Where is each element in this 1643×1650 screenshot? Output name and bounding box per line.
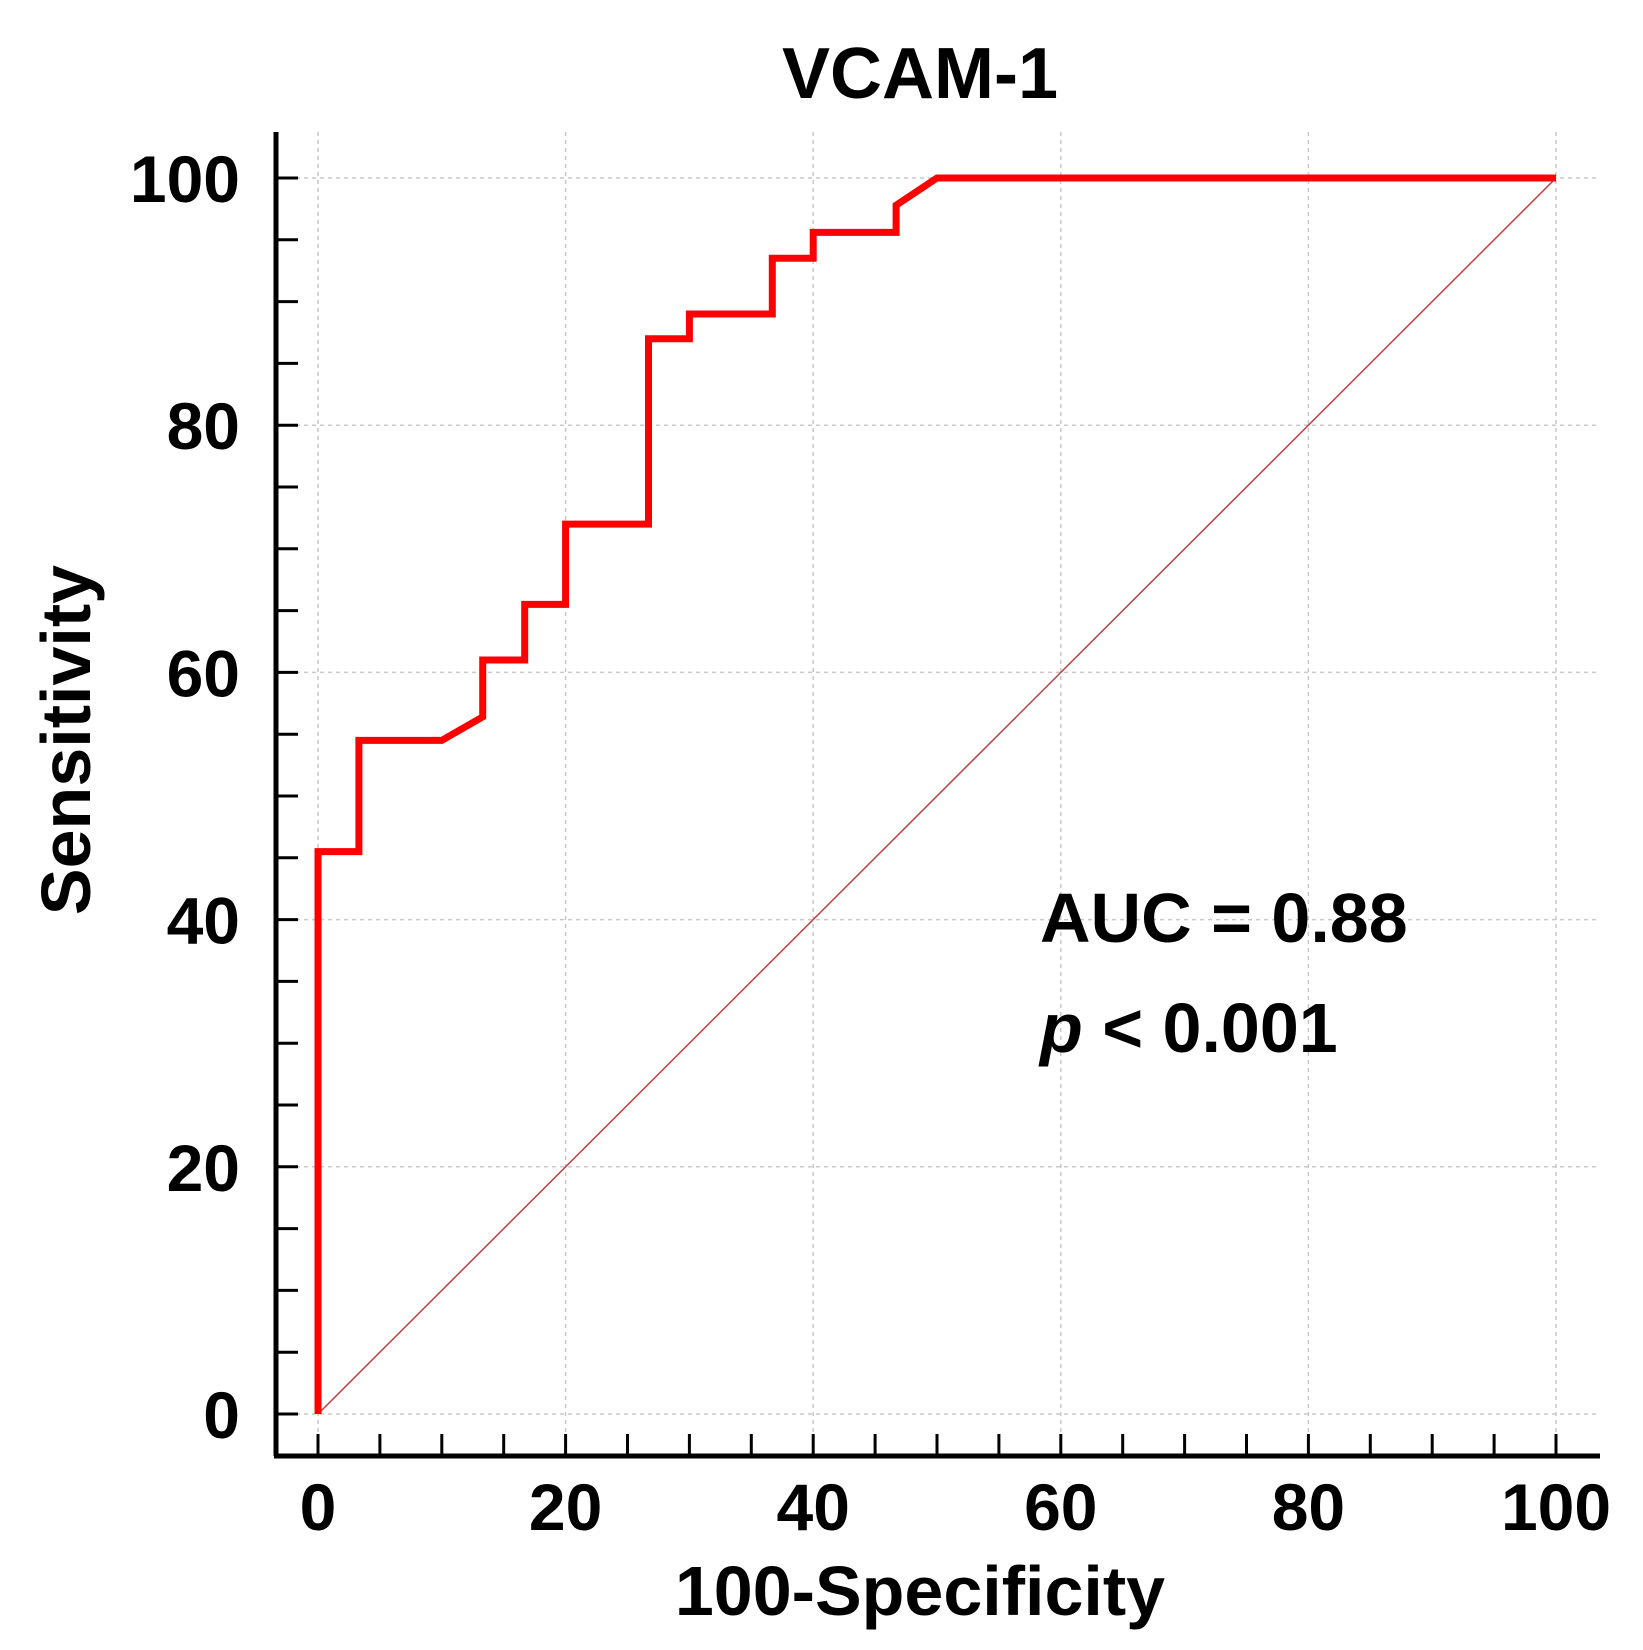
p-symbol: p <box>1038 989 1083 1067</box>
y-axis-title: Sensitivity <box>27 565 105 915</box>
y-tick-label: 100 <box>130 142 240 216</box>
series <box>314 174 1557 1415</box>
roc-curve-line <box>314 174 1556 1414</box>
axes <box>273 132 1600 1459</box>
x-tick-label: 100 <box>1501 1470 1611 1544</box>
x-tick-label: 80 <box>1272 1470 1345 1544</box>
x-tick-label: 0 <box>300 1470 337 1544</box>
x-tick-label: 20 <box>529 1470 602 1544</box>
x-axis-title: 100-Specificity <box>675 1552 1165 1630</box>
y-tick-label: 20 <box>167 1131 240 1205</box>
y-tick-label: 80 <box>167 389 240 463</box>
p-value-text: < 0.001 <box>1083 989 1338 1067</box>
x-tick-label: 40 <box>776 1470 849 1544</box>
reference-diagonal-line <box>317 177 1557 1415</box>
x-tick-labels: 0 20 40 60 80 100 <box>300 1470 1611 1544</box>
x-tick-label: 60 <box>1024 1470 1097 1544</box>
grid <box>280 132 1600 1452</box>
y-tick-label: 40 <box>167 884 240 958</box>
auc-annotation: AUC = 0.88 <box>1040 879 1408 957</box>
chart-title: VCAM-1 <box>782 34 1058 114</box>
y-tick-labels: 0 20 40 60 80 100 <box>130 142 240 1452</box>
ticks <box>276 176 1558 1456</box>
p-value-annotation: p < 0.001 <box>1038 989 1338 1067</box>
y-tick-label: 60 <box>167 636 240 710</box>
y-tick-label: 0 <box>203 1378 240 1452</box>
